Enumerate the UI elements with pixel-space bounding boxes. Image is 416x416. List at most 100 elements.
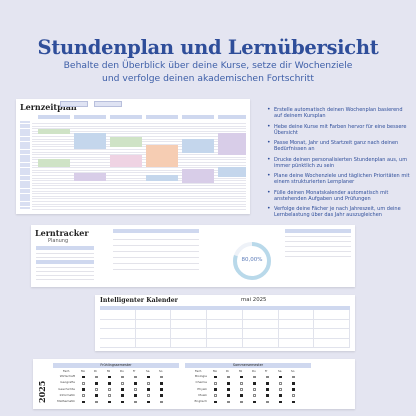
spring-day-checkbox[interactable] (82, 388, 85, 391)
summer-day-checkbox[interactable] (279, 375, 282, 379)
spring-day-checkbox[interactable] (160, 375, 163, 379)
calendar-day-cell[interactable] (171, 338, 208, 348)
summer-day-checkbox[interactable] (253, 400, 256, 404)
calendar-day-cell[interactable] (314, 310, 350, 320)
calendar-day-cell[interactable] (100, 329, 136, 339)
summer-day-checkbox[interactable] (214, 381, 217, 385)
calendar-day-cell[interactable] (242, 319, 279, 329)
spring-day-checkbox[interactable] (147, 394, 150, 398)
calendar-day-cell[interactable] (171, 319, 208, 329)
spring-day-checkbox[interactable] (134, 381, 137, 385)
tracker-row (36, 255, 94, 259)
spring-day-checkbox[interactable] (147, 388, 150, 391)
spring-day-checkbox[interactable] (95, 381, 98, 385)
summer-day-checkbox[interactable] (214, 394, 217, 398)
summer-day-checkbox[interactable] (240, 400, 243, 404)
spring-day-checkbox[interactable] (121, 394, 124, 398)
calendar-day-cell[interactable] (135, 310, 172, 320)
spring-day-checkbox[interactable] (147, 400, 150, 404)
spring-day-checkbox[interactable] (82, 400, 85, 404)
summer-day-checkbox[interactable] (279, 381, 282, 385)
feature-item: Plane deine Wochenziele und täglichen Pr… (266, 173, 412, 186)
calendar-day-cell[interactable] (242, 310, 279, 320)
spring-day-checkbox[interactable] (160, 400, 163, 404)
summer-day-checkbox[interactable] (214, 375, 217, 379)
spring-day-checkbox[interactable] (134, 388, 137, 391)
summer-day-checkbox[interactable] (240, 375, 243, 379)
spring-day-checkbox[interactable] (95, 400, 98, 404)
calendar-day-cell[interactable] (278, 319, 315, 329)
spring-day-checkbox[interactable] (95, 394, 98, 398)
calendar-day-cell[interactable] (278, 338, 315, 348)
summer-day-checkbox[interactable] (266, 375, 269, 379)
calendar-day-cell[interactable] (100, 310, 136, 320)
calendar-day-cell[interactable] (314, 338, 350, 348)
summer-day-checkbox[interactable] (227, 381, 230, 385)
spring-day-checkbox[interactable] (121, 375, 124, 379)
summer-day-checkbox[interactable] (266, 400, 269, 404)
spring-day-checkbox[interactable] (134, 394, 137, 398)
summer-day-checkbox[interactable] (214, 388, 217, 391)
spring-day-checkbox[interactable] (160, 394, 163, 398)
spring-day-checkbox[interactable] (108, 375, 111, 379)
calendar-day-cell[interactable] (171, 310, 208, 320)
summer-day-checkbox[interactable] (266, 394, 269, 398)
calendar-day-cell[interactable] (100, 338, 136, 348)
summer-day-checkbox[interactable] (292, 375, 295, 379)
spring-day-checkbox[interactable] (147, 381, 150, 385)
calendar-day-cell[interactable] (242, 329, 279, 339)
spring-day-checkbox[interactable] (108, 394, 111, 398)
spring-day-checkbox[interactable] (82, 381, 85, 385)
summer-day-checkbox[interactable] (292, 394, 295, 398)
spring-day-checkbox[interactable] (160, 388, 163, 391)
summer-day-checkbox[interactable] (279, 388, 282, 391)
spring-day-checkbox[interactable] (147, 375, 150, 379)
calendar-day-cell[interactable] (278, 329, 315, 339)
calendar-day-cell[interactable] (207, 338, 243, 348)
spring-day-checkbox[interactable] (108, 381, 111, 385)
summer-day-checkbox[interactable] (227, 388, 230, 391)
summer-day-checkbox[interactable] (253, 388, 256, 391)
summer-day-checkbox[interactable] (214, 400, 217, 404)
summer-day-checkbox[interactable] (240, 394, 243, 398)
calendar-day-cell[interactable] (207, 310, 243, 320)
calendar-day-cell[interactable] (135, 319, 172, 329)
summer-day-checkbox[interactable] (253, 394, 256, 398)
calendar-day-cell[interactable] (100, 319, 136, 329)
summer-day-checkbox[interactable] (266, 388, 269, 391)
summer-day-checkbox[interactable] (292, 388, 295, 391)
summer-day-checkbox[interactable] (253, 381, 256, 385)
summer-day-checkbox[interactable] (279, 400, 282, 404)
calendar-day-cell[interactable] (278, 310, 315, 320)
summer-day-checkbox[interactable] (266, 381, 269, 385)
spring-day-checkbox[interactable] (108, 400, 111, 404)
calendar-day-cell[interactable] (242, 338, 279, 348)
summer-day-checkbox[interactable] (227, 375, 230, 379)
summer-day-checkbox[interactable] (227, 400, 230, 404)
calendar-day-cell[interactable] (207, 329, 243, 339)
summer-day-checkbox[interactable] (240, 388, 243, 391)
spring-day-checkbox[interactable] (121, 400, 124, 404)
spring-day-checkbox[interactable] (121, 388, 124, 391)
spring-day-checkbox[interactable] (108, 388, 111, 391)
summer-day-checkbox[interactable] (240, 381, 243, 385)
calendar-day-cell[interactable] (314, 319, 350, 329)
spring-day-checkbox[interactable] (95, 388, 98, 391)
summer-day-checkbox[interactable] (292, 381, 295, 385)
spring-day-checkbox[interactable] (95, 375, 98, 379)
calendar-day-cell[interactable] (135, 329, 172, 339)
calendar-day-cell[interactable] (171, 329, 208, 339)
spring-day-checkbox[interactable] (121, 381, 124, 385)
spring-day-checkbox[interactable] (82, 394, 85, 398)
summer-day-checkbox[interactable] (292, 400, 295, 404)
spring-day-checkbox[interactable] (134, 375, 137, 379)
summer-day-checkbox[interactable] (279, 394, 282, 398)
spring-day-checkbox[interactable] (134, 400, 137, 404)
calendar-day-cell[interactable] (207, 319, 243, 329)
summer-day-checkbox[interactable] (253, 375, 256, 379)
spring-day-checkbox[interactable] (82, 375, 85, 379)
calendar-day-cell[interactable] (314, 329, 350, 339)
spring-day-checkbox[interactable] (160, 381, 163, 385)
calendar-day-cell[interactable] (135, 338, 172, 348)
summer-day-checkbox[interactable] (227, 394, 230, 398)
